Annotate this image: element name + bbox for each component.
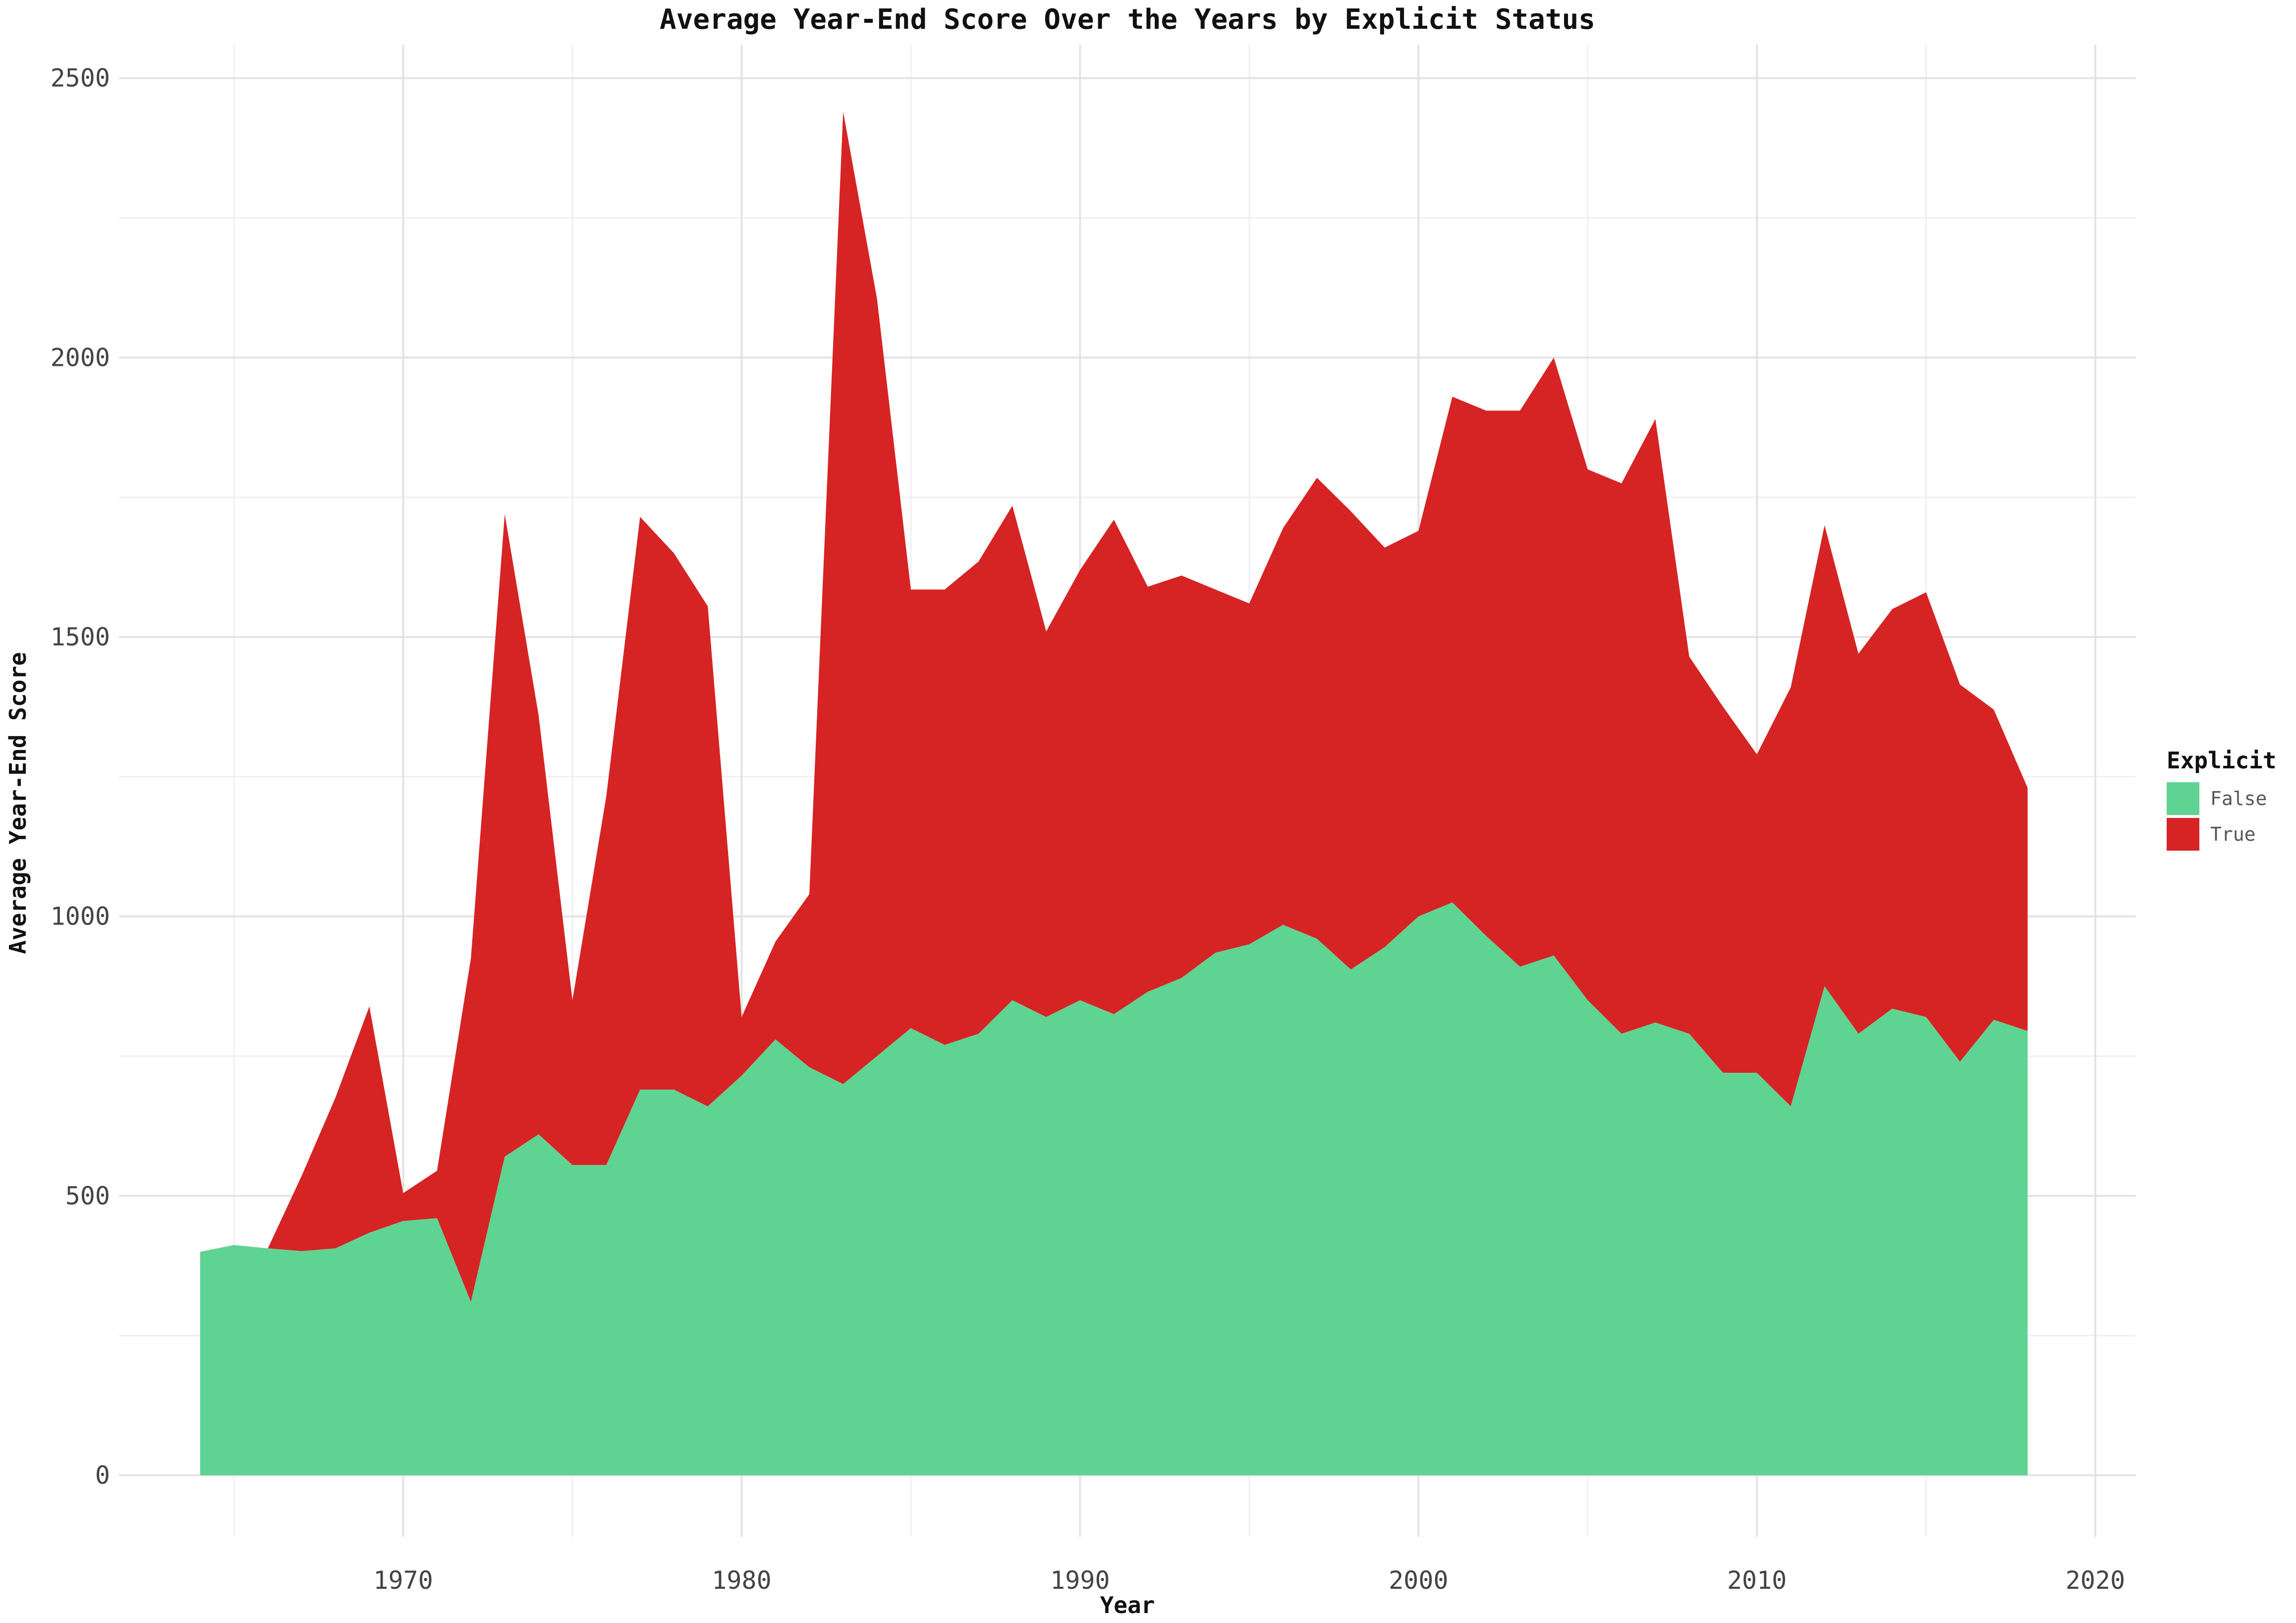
area-layer (200, 112, 2028, 1475)
y-tick-label: 1000 (51, 902, 110, 931)
x-tick-label: 2000 (1389, 1566, 1448, 1595)
y-tick-label: 2000 (51, 343, 110, 372)
x-axis-ticks: 1970 1980 1990 2000 2010 2020 (373, 1566, 2125, 1595)
y-tick-label: 1500 (51, 623, 110, 651)
y-axis-title: Average Year-End Score (4, 652, 31, 954)
legend-label-false: False (2210, 788, 2267, 810)
y-axis-ticks: 0 500 1000 1500 2000 2500 (51, 64, 110, 1490)
x-tick-label: 2010 (1727, 1566, 1787, 1595)
legend-key-false (2167, 782, 2199, 815)
chart-title: Average Year-End Score Over the Years by… (660, 3, 1595, 36)
legend-label-true: True (2210, 823, 2256, 845)
y-tick-label: 2500 (51, 64, 110, 93)
legend-key-true (2167, 818, 2199, 851)
y-tick-label: 500 (65, 1181, 110, 1210)
x-tick-label: 2020 (2066, 1566, 2125, 1595)
legend: Explicit False True (2167, 747, 2277, 851)
x-tick-label: 1990 (1050, 1566, 1110, 1595)
area-series-true (200, 112, 2028, 1302)
x-tick-label: 1980 (712, 1566, 771, 1595)
x-tick-label: 1970 (373, 1566, 433, 1595)
x-axis-title: Year (1100, 1592, 1155, 1619)
legend-title: Explicit (2167, 747, 2277, 774)
area-series-false (200, 902, 2028, 1475)
y-tick-label: 0 (95, 1461, 110, 1490)
